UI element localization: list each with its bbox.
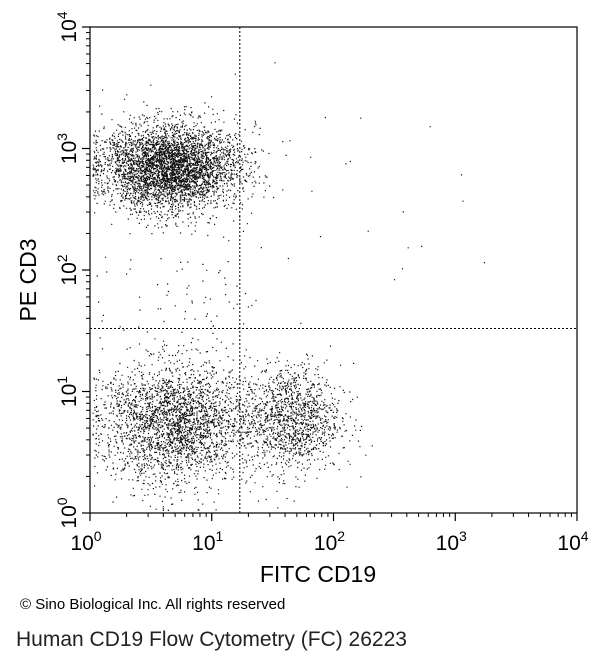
figure-caption: Human CD19 Flow Cytometry (FC) 26223 bbox=[16, 628, 407, 651]
x-axis-label: FITC CD19 bbox=[260, 561, 376, 587]
x-axis-ticks: 100 101 102 103 104 bbox=[70, 513, 589, 555]
x-tick-label: 102 bbox=[314, 528, 345, 555]
copyright-notice: © Sino Biological Inc. All rights reserv… bbox=[20, 596, 286, 613]
y-tick-label: 102 bbox=[54, 254, 81, 285]
x-tick-label: 101 bbox=[192, 528, 223, 555]
y-axis-label: PE CD3 bbox=[15, 238, 41, 321]
x-tick-label: 100 bbox=[70, 528, 101, 555]
event-dots bbox=[92, 62, 486, 511]
x-tick-label: 103 bbox=[436, 528, 467, 555]
plot-frame bbox=[89, 26, 578, 514]
flow-cytometry-plot: 100 101 102 103 104 100 101 102 103 104 FITC CD1… bbox=[15, 11, 589, 587]
y-tick-label: 101 bbox=[54, 376, 81, 407]
data-points bbox=[92, 62, 486, 511]
y-tick-label: 103 bbox=[54, 133, 81, 164]
x-tick-label: 104 bbox=[557, 528, 588, 555]
y-axis-ticks: 100 101 102 103 104 bbox=[54, 11, 90, 529]
y-tick-label: 100 bbox=[54, 497, 81, 528]
quadrant-gates bbox=[90, 27, 577, 513]
y-tick-label: 104 bbox=[54, 11, 81, 42]
